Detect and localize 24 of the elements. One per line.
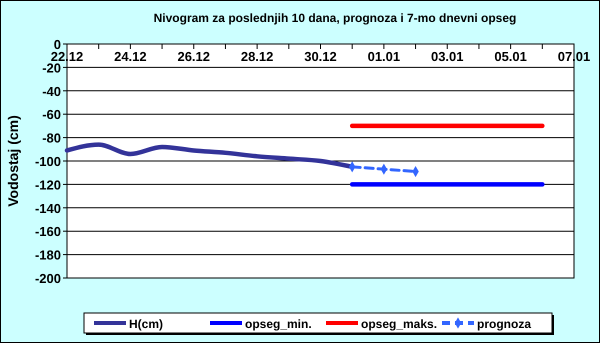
x-tick-label: 03.01 xyxy=(430,49,464,64)
y-tick-label: -180 xyxy=(34,248,61,263)
y-tick-label: -160 xyxy=(34,224,61,240)
legend-label: opseg_min. xyxy=(245,317,312,331)
x-tick-label: 01.01 xyxy=(368,49,400,64)
y-tick-label: 0 xyxy=(54,37,61,52)
y-tick-label: -200 xyxy=(34,271,61,286)
y-tick-label: -20 xyxy=(42,60,61,76)
y-tick-label: -120 xyxy=(34,177,61,192)
x-tick-label: 05.01 xyxy=(494,49,527,64)
y-tick-label: -100 xyxy=(34,154,61,169)
x-tick-label: 26.12 xyxy=(177,49,210,64)
x-tick-label: 30.12 xyxy=(304,49,337,64)
y-tick-label: -80 xyxy=(42,130,61,146)
legend-label: H(cm) xyxy=(129,317,164,331)
y-tick-label: -140 xyxy=(34,200,61,216)
y-tick-label: -40 xyxy=(42,84,61,99)
chart-title: Nivogram za poslednjih 10 dana, prognoza i 7-mo dnevni opseg xyxy=(154,11,516,25)
legend-label: prognoza xyxy=(477,317,532,331)
legend-label: opseg_maks. xyxy=(361,317,438,331)
x-tick-label: 24.12 xyxy=(114,49,147,64)
y-tick-label: -60 xyxy=(42,107,61,122)
y-axis-title: Vodostaj (cm) xyxy=(5,115,21,207)
x-tick-label: 28.12 xyxy=(240,49,274,64)
